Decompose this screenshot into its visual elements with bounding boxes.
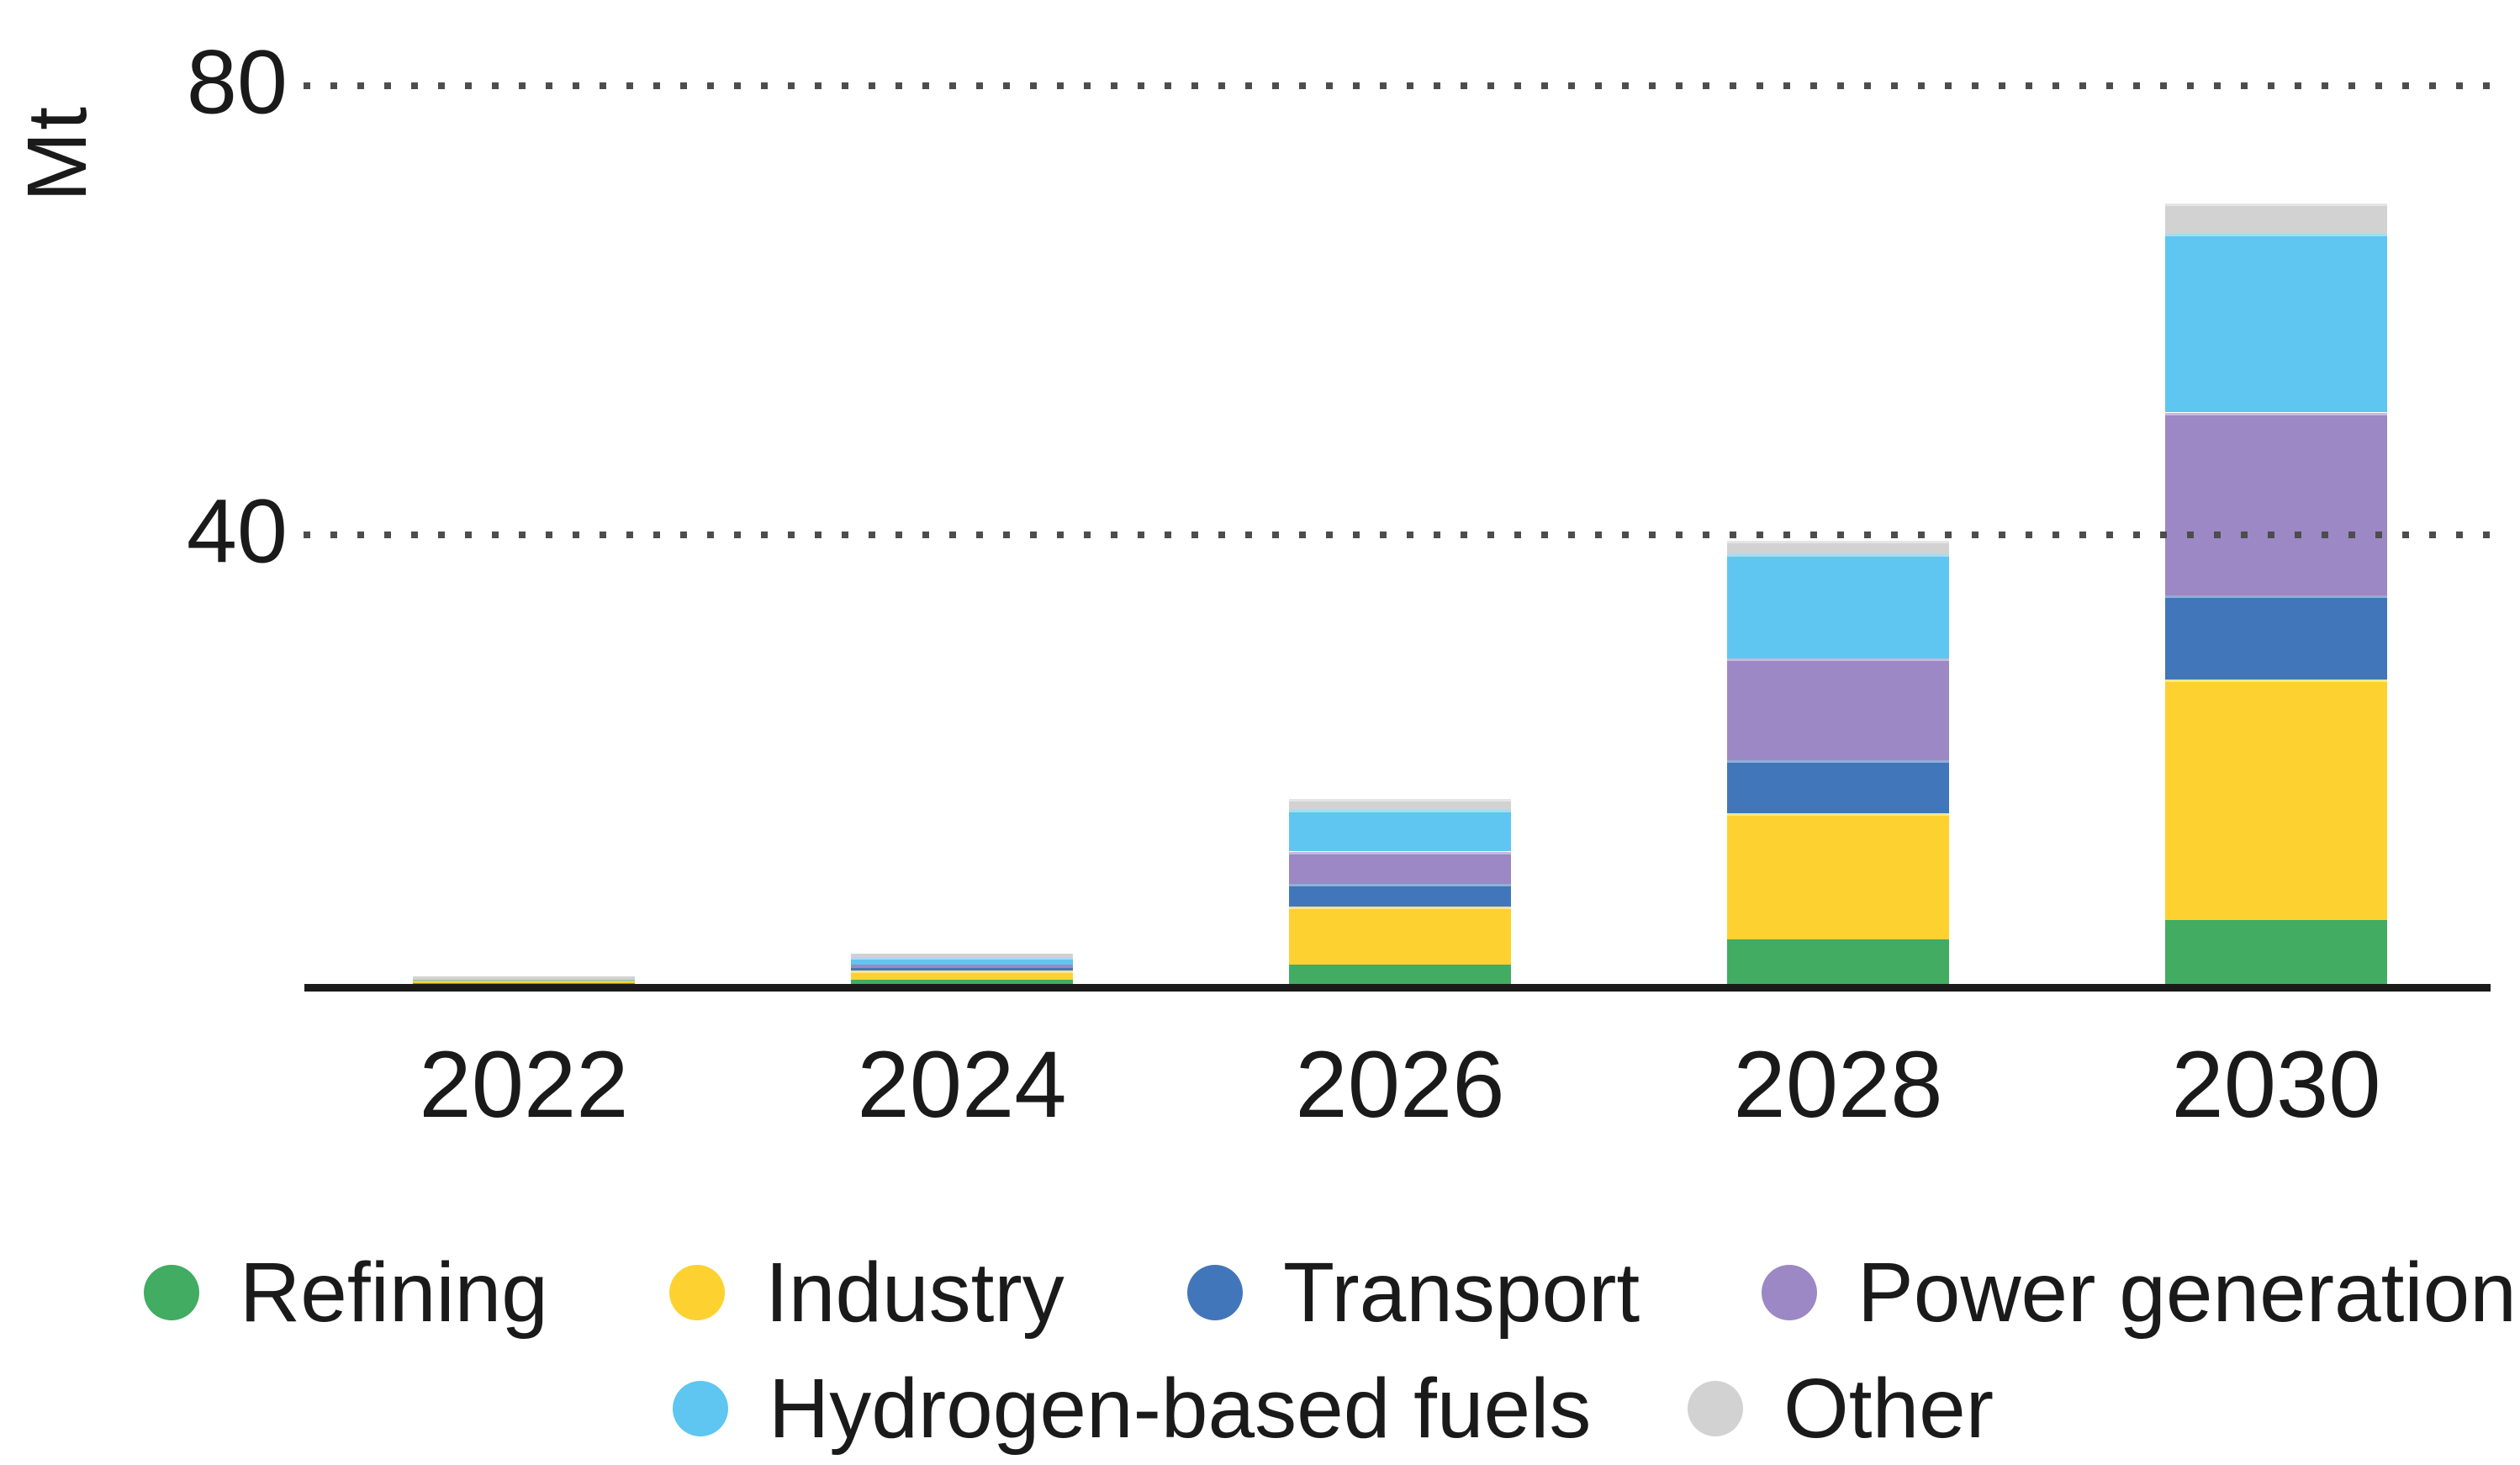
bar-2030-segment-transport	[2165, 595, 2387, 680]
x-tick-label-2028: 2028	[1733, 1032, 1943, 1137]
bar-2026-segment-hydrogen-based-fuels	[1289, 810, 1511, 852]
legend-item-power-generation: Power generation	[1762, 1251, 2517, 1335]
legend-item-refining: Refining	[144, 1251, 548, 1335]
bar-2024-segment-other	[851, 954, 1073, 957]
gridline-80	[304, 82, 2491, 89]
legend-swatch-transport	[1187, 1265, 1243, 1320]
legend-label-industry: Industry	[765, 1246, 1065, 1340]
bar-2030-segment-other	[2165, 204, 2387, 235]
bar-2026-segment-transport	[1289, 884, 1511, 907]
legend-swatch-other	[1688, 1381, 1743, 1436]
bar-2030-segment-hydrogen-based-fuels	[2165, 234, 2387, 413]
bar-2022-segment-refining	[413, 983, 635, 984]
legend-label-power-generation: Power generation	[1857, 1246, 2517, 1340]
legend-item-industry: Industry	[669, 1251, 1065, 1335]
bar-2028-segment-hydrogen-based-fuels	[1727, 553, 1949, 658]
bar-2030-segment-industry	[2165, 680, 2387, 920]
bar-2028-segment-industry	[1727, 813, 1949, 939]
bar-2022-segment-other	[413, 976, 635, 980]
bar-2024-segment-transport	[851, 967, 1073, 970]
bar-2030-segment-refining	[2165, 919, 2387, 984]
bar-2022-segment-industry	[413, 980, 635, 984]
legend-label-hydrogen-based-fuels: Hydrogen-based fuels	[769, 1362, 1592, 1456]
x-tick-label-2030: 2030	[2171, 1032, 2381, 1137]
y-tick-label-40: 40	[186, 479, 288, 582]
legend-label-refining: Refining	[240, 1246, 548, 1340]
bar-2030-segment-power-generation	[2165, 412, 2387, 596]
gridline-40	[304, 532, 2491, 538]
x-tick-label-2022: 2022	[419, 1032, 629, 1137]
bar-2026-segment-power-generation	[1289, 851, 1511, 885]
legend-label-other: Other	[1783, 1362, 1994, 1456]
legend-swatch-refining	[144, 1265, 199, 1320]
bar-2024-segment-power-generation	[851, 965, 1073, 968]
bar-2028-segment-transport	[1727, 760, 1949, 813]
legend-label-transport: Transport	[1283, 1246, 1640, 1340]
bar-2028-segment-other	[1727, 540, 1949, 554]
bar-2022-segment-hydrogen-based-fuels	[413, 979, 635, 981]
bar-2024-segment-hydrogen-based-fuels	[851, 957, 1073, 965]
bar-2024-segment-refining	[851, 979, 1073, 984]
legend-item-other: Other	[1688, 1367, 1994, 1451]
x-axis-line	[304, 984, 2491, 992]
bar-2026-segment-refining	[1289, 965, 1511, 984]
x-tick-label-2024: 2024	[857, 1032, 1067, 1137]
legend-swatch-power-generation	[1762, 1265, 1817, 1320]
bar-2028-segment-power-generation	[1727, 658, 1949, 761]
legend-swatch-hydrogen-based-fuels	[673, 1381, 728, 1436]
bar-2024-segment-industry	[851, 970, 1073, 980]
bar-2026-segment-industry	[1289, 906, 1511, 965]
legend-item-transport: Transport	[1187, 1251, 1640, 1335]
bar-2028-segment-refining	[1727, 939, 1949, 984]
legend-swatch-industry	[669, 1265, 725, 1320]
x-tick-label-2026: 2026	[1295, 1032, 1505, 1137]
legend-item-hydrogen-based-fuels: Hydrogen-based fuels	[673, 1367, 1591, 1451]
y-tick-label-80: 80	[186, 30, 288, 133]
bar-2026-segment-other	[1289, 798, 1511, 810]
